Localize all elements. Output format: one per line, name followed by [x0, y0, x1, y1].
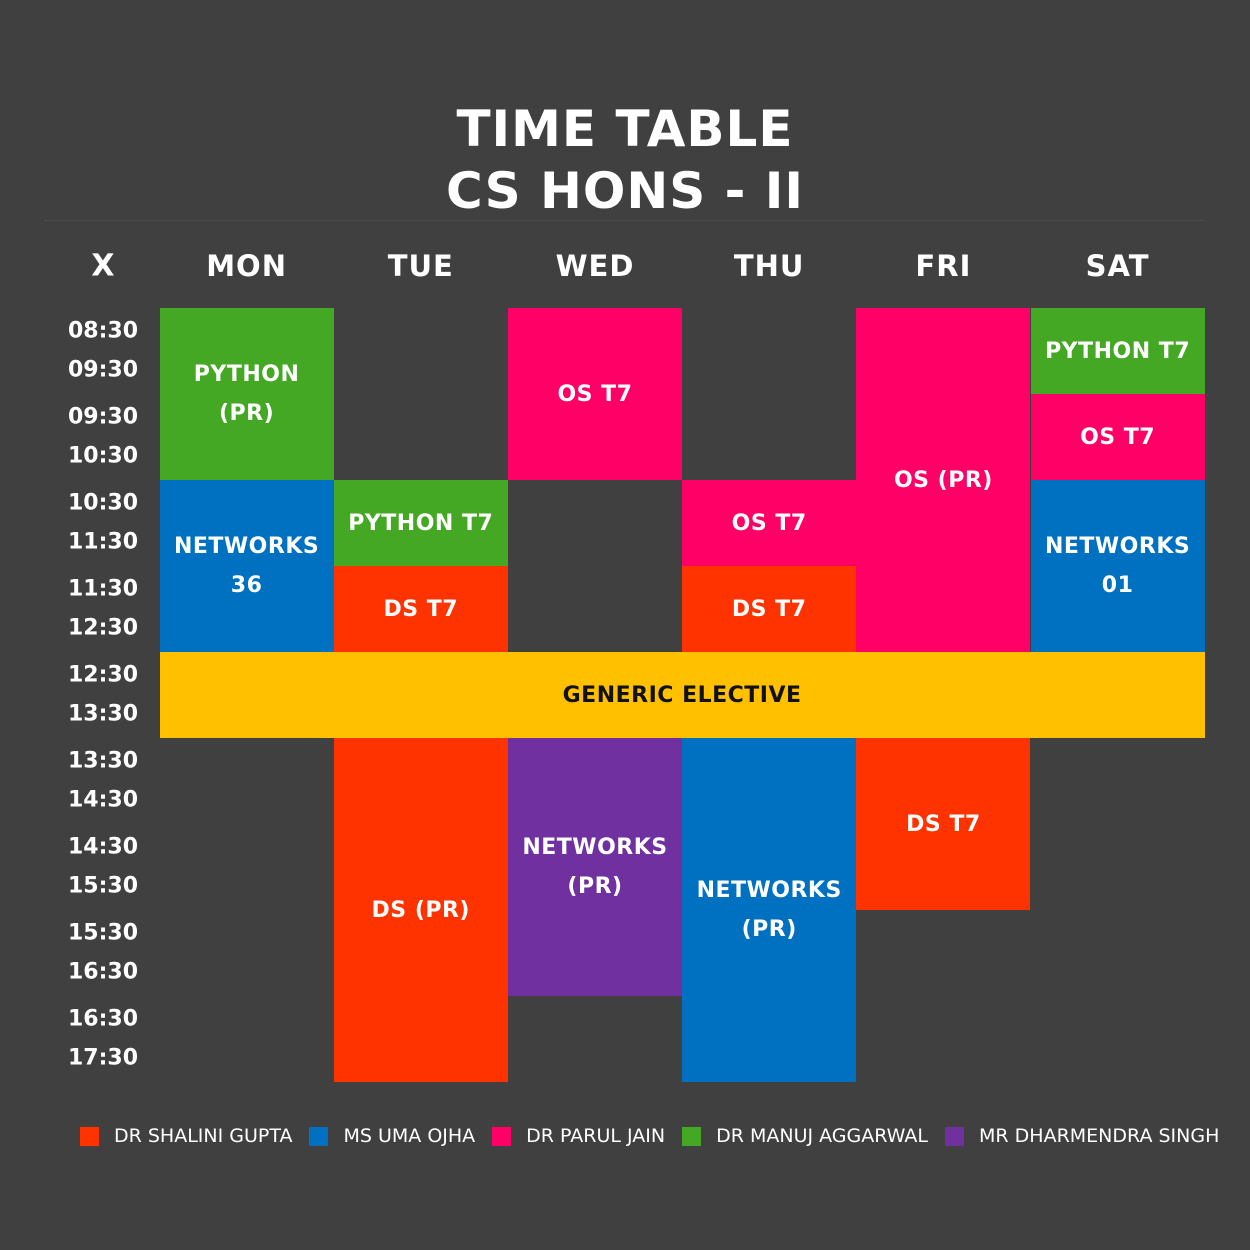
class-block-label: OS (PR) — [893, 467, 993, 493]
class-block: DS T7 — [333, 566, 508, 652]
time-slot-5-end: 14:30 — [67, 787, 139, 813]
class-block-label: PYTHON T7 — [348, 510, 494, 536]
class-block-label: NETWORKS (PR) — [522, 835, 668, 899]
legend-teacher-name: MS UMA OJHA — [343, 1125, 476, 1147]
class-block: NETWORKS 01 — [1030, 480, 1205, 652]
class-block-label: NETWORKS (PR) — [696, 878, 842, 942]
class-block-label: OS T7 — [731, 510, 807, 536]
time-slot-0-end: 09:30 — [67, 357, 139, 383]
time-slot-3-end: 12:30 — [67, 615, 139, 641]
legend-item: DR MANUJ AGGARWAL — [682, 1125, 928, 1147]
class-block-label: NETWORKS 01 — [1044, 534, 1191, 598]
day-header-wed: WED — [555, 249, 635, 283]
class-block-label: OS T7 — [1080, 424, 1156, 450]
class-block: OS T7 — [507, 308, 683, 480]
time-slot-6-start: 14:30 — [67, 834, 139, 860]
class-block-label: DS T7 — [906, 811, 981, 837]
class-block-label: DS T7 — [383, 596, 459, 622]
class-block: OS (PR) — [856, 308, 1031, 652]
time-slot-6-end: 15:30 — [67, 873, 139, 899]
class-block: PYTHON T7 — [333, 480, 508, 566]
legend-teacher-name: DR SHALINI GUPTA — [114, 1125, 293, 1147]
class-block-label: PYTHON (PR) — [193, 362, 300, 426]
generic-elective-label: GENERIC ELECTIVE — [562, 682, 802, 708]
class-block: OS T7 — [682, 480, 857, 566]
class-block: DS (PR) — [333, 738, 508, 1082]
teacher-legend: DR SHALINI GUPTA MS UMA OJHA DR PARUL JAIN… — [80, 1124, 1236, 1148]
class-block: NETWORKS 36 — [159, 480, 334, 652]
legend-swatch — [80, 1126, 99, 1146]
class-block: NETWORKS (PR) — [682, 738, 857, 1082]
class-block-label: PYTHON T7 — [1045, 338, 1191, 364]
timetable-title: TIME TABLE CS HONS - II — [0, 98, 1250, 222]
time-slot-1-end: 10:30 — [67, 443, 139, 469]
time-slot-1-start: 09:30 — [67, 404, 139, 430]
class-block-label: DS (PR) — [371, 897, 470, 923]
legend-swatch — [309, 1126, 329, 1146]
class-block-label: OS T7 — [557, 381, 633, 407]
legend-teacher-name: DR PARUL JAIN — [526, 1125, 666, 1147]
legend-item: MS UMA OJHA — [309, 1125, 475, 1147]
day-header-thu: THU — [733, 249, 805, 283]
legend-swatch — [945, 1126, 965, 1146]
corner-label: X — [91, 248, 115, 284]
time-slot-7-start: 15:30 — [67, 920, 139, 946]
time-slot-8-end: 17:30 — [67, 1045, 139, 1071]
time-slot-0-start: 08:30 — [67, 318, 139, 344]
legend-item: MR DHARMENDRA SINGH — [945, 1125, 1219, 1147]
legend-swatch — [682, 1126, 702, 1146]
generic-elective-band: GENERIC ELECTIVE — [159, 652, 1205, 738]
class-block-label: NETWORKS 36 — [173, 534, 320, 598]
time-slot-4-start: 12:30 — [67, 662, 139, 688]
class-block: NETWORKS (PR) — [507, 738, 683, 996]
legend-teacher-name: MR DHARMENDRA SINGH — [979, 1125, 1220, 1147]
class-block: PYTHON (PR) — [159, 308, 334, 480]
class-block: DS T7 — [682, 566, 857, 652]
time-slot-2-start: 10:30 — [67, 490, 139, 516]
legend-teacher-name: DR MANUJ AGGARWAL — [716, 1125, 929, 1147]
day-header-mon: MON — [206, 249, 287, 283]
day-header-sat: SAT — [1085, 249, 1150, 283]
time-slot-4-end: 13:30 — [67, 701, 139, 727]
time-slot-8-start: 16:30 — [67, 1006, 139, 1032]
day-header-fri: FRI — [915, 249, 972, 283]
title-divider — [45, 220, 1205, 221]
legend-item: DR PARUL JAIN — [492, 1125, 665, 1147]
class-block-label: DS T7 — [731, 596, 807, 622]
time-slot-7-end: 16:30 — [67, 959, 139, 985]
day-header-tue: TUE — [387, 249, 454, 283]
class-block: PYTHON T7 — [1030, 308, 1205, 394]
class-block: OS T7 — [1030, 394, 1205, 480]
class-block: DS T7 — [856, 738, 1031, 910]
time-slot-5-start: 13:30 — [67, 748, 139, 774]
time-slot-3-start: 11:30 — [67, 576, 139, 602]
legend-item: DR SHALINI GUPTA — [80, 1125, 292, 1147]
title-line-2: CS HONS - II — [445, 162, 805, 220]
title-line-1: TIME TABLE — [456, 100, 794, 158]
legend-swatch — [492, 1126, 512, 1146]
time-slot-2-end: 11:30 — [67, 529, 139, 555]
